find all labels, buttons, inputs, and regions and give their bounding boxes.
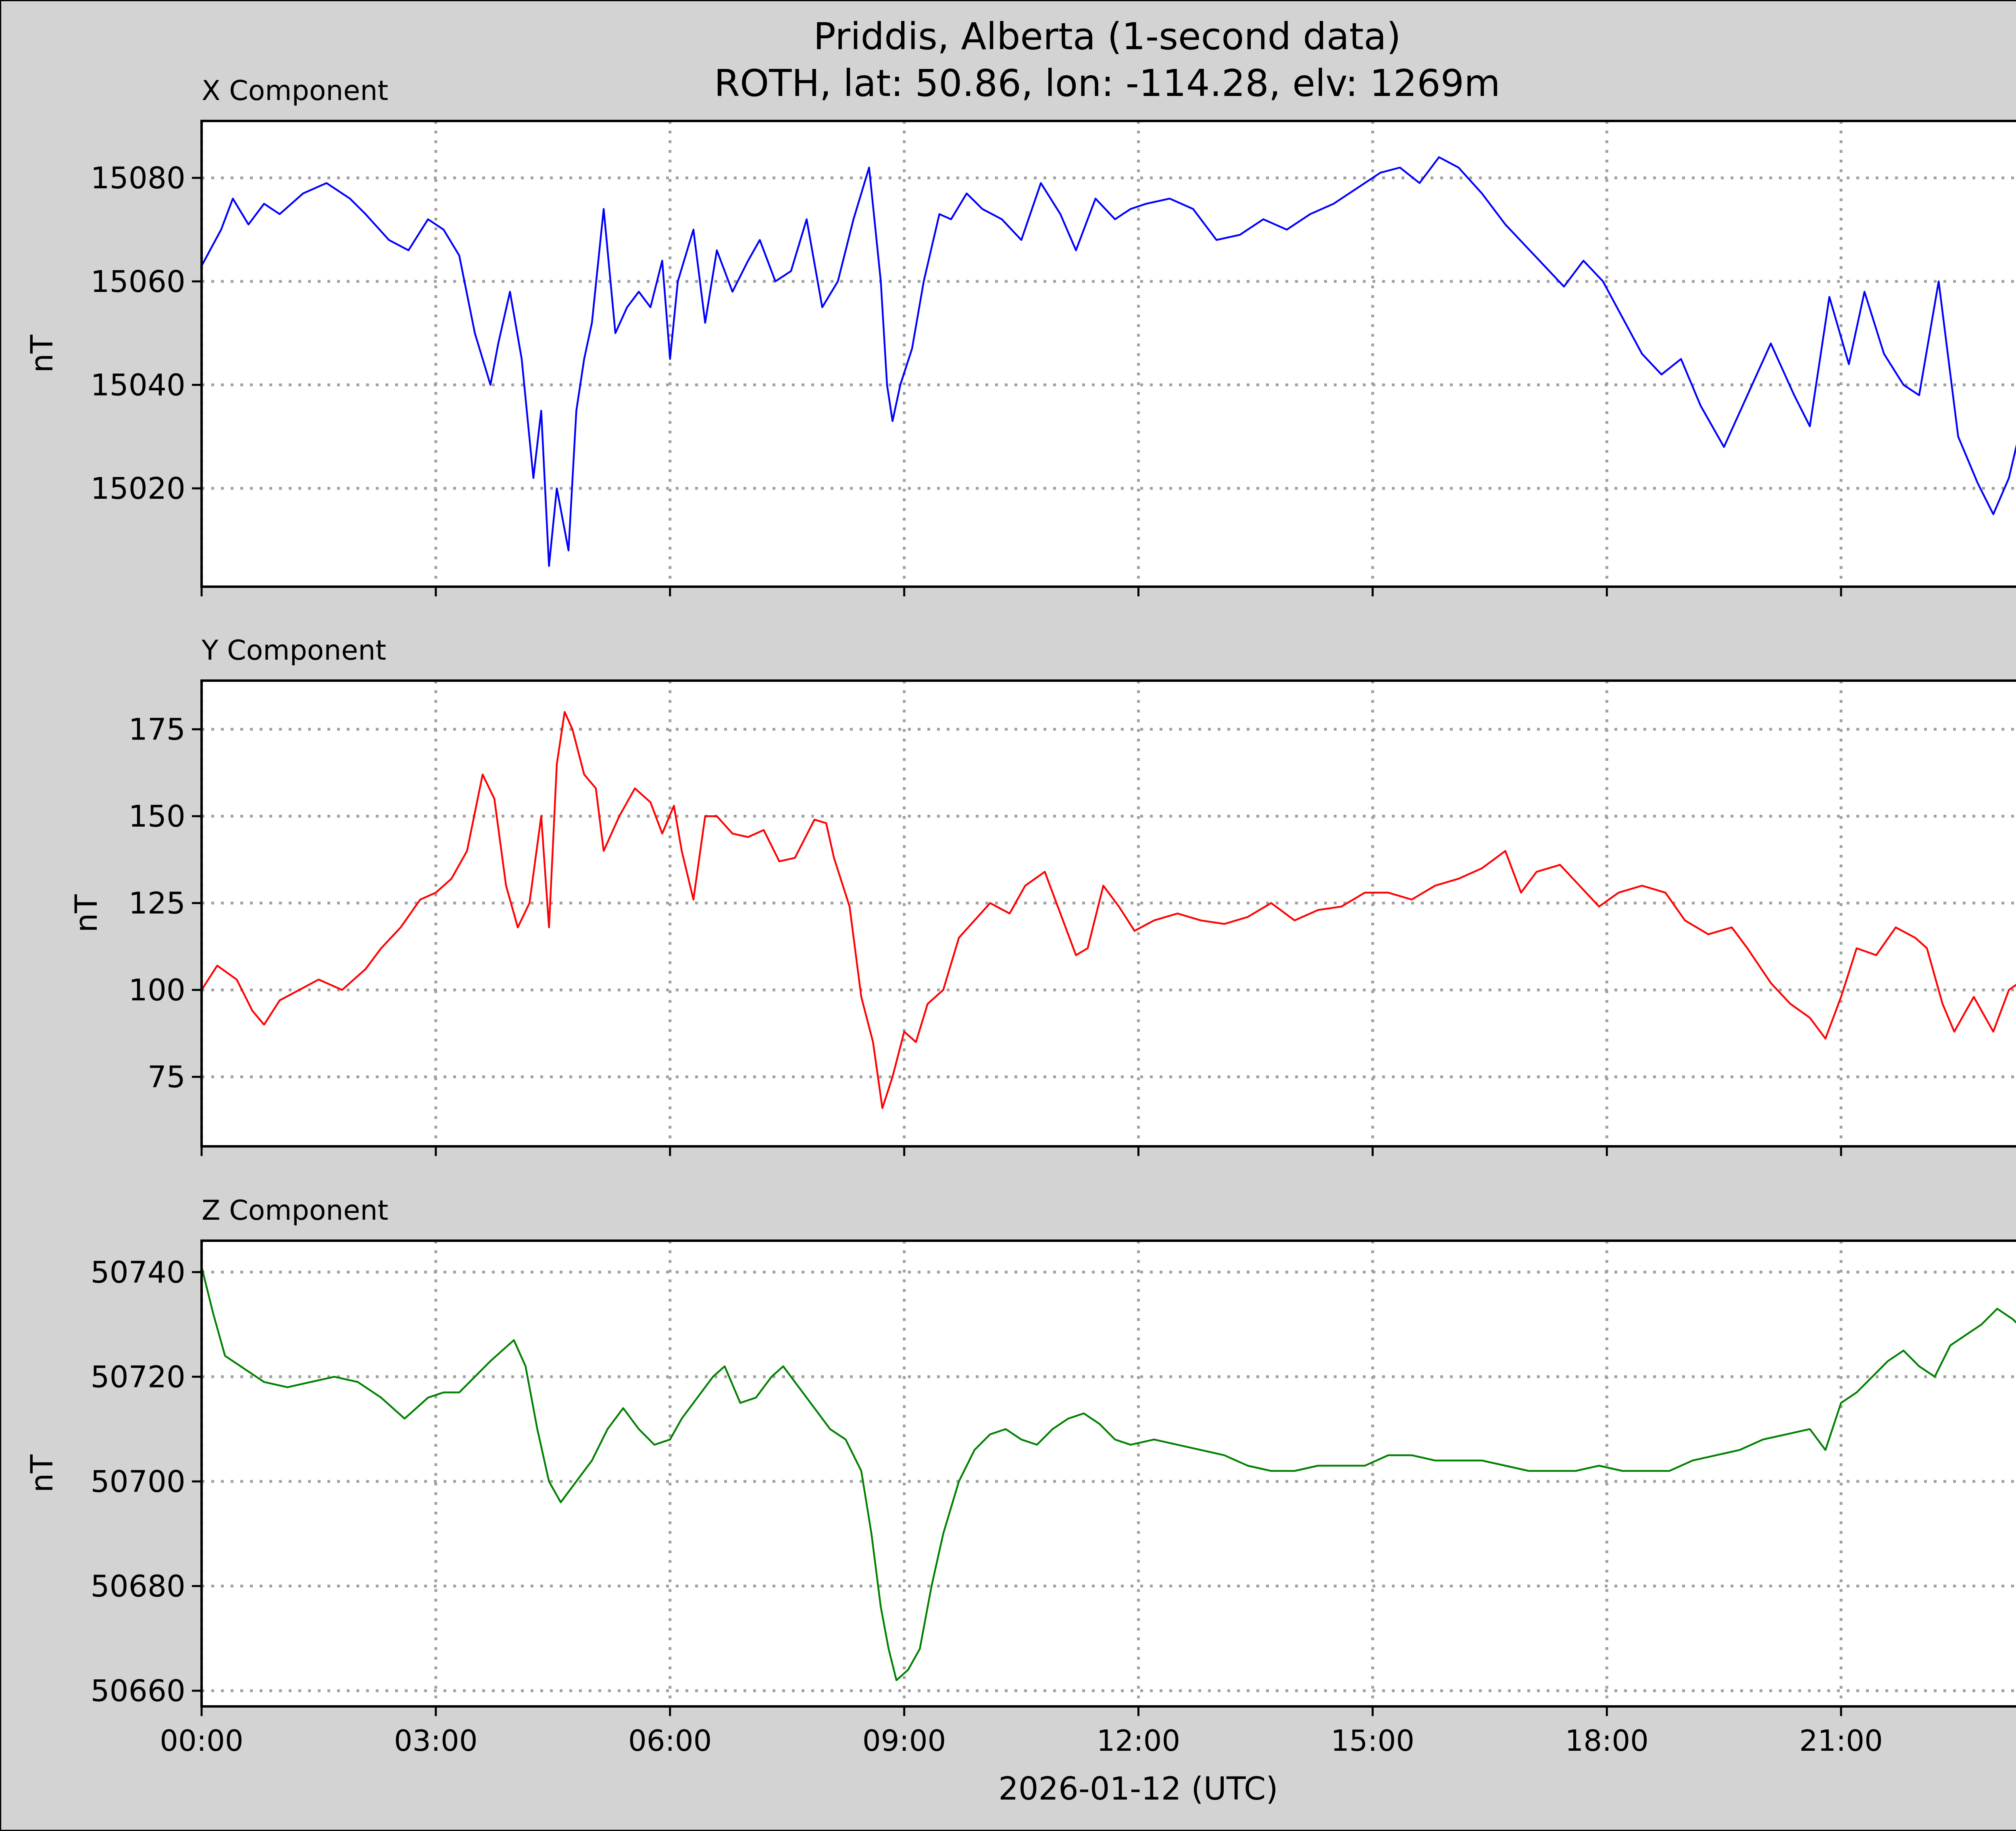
y-axis-label: nT [68,894,104,933]
y-tick-label: 150 [129,799,185,834]
x-axis-label: 2026-01-12 (UTC) [998,1771,1278,1807]
panel-z-component: 00:00 03:00 06:00 09:00 12:00 15:00 18:00 21:00… [24,1195,2016,1758]
plot-frame [200,120,2016,588]
series-line [201,711,2016,1109]
panel-x-component: 15020 15040 15060 15080 X Component nT [24,75,2016,596]
plot-frame [200,679,2016,1148]
figure-title-line2: ROTH, lat: 50.86, lon: -114.28, elv: 126… [714,62,1500,105]
y-axis-label: nT [24,1454,60,1493]
y-tick-label: 75 [148,1060,185,1095]
y-tick-label: 15060 [91,265,185,299]
y-tick-label: 50700 [91,1464,185,1499]
plot-area [202,681,2016,1146]
y-tick-label: 50720 [91,1360,185,1394]
x-tick-label: 21:00 [1799,1724,1883,1758]
panel-title: X Component [202,75,388,107]
x-tick-label: 18:00 [1565,1724,1649,1758]
x-tick-label: 03:00 [394,1724,478,1758]
y-tick-label: 15080 [91,161,185,196]
x-tick-label: 06:00 [628,1724,712,1758]
x-tick-label: 12:00 [1097,1724,1181,1758]
figure-title-line1: Priddis, Alberta (1-second data) [813,15,1401,58]
y-tick-label: 125 [129,886,185,921]
y-tick-label: 15040 [91,368,185,403]
y-tick-label: 50660 [91,1674,185,1708]
x-tick-label: 00:00 [160,1724,244,1758]
panel-title: Z Component [202,1195,388,1227]
y-tick-label: 50680 [91,1569,185,1604]
series-line [201,156,2016,567]
plot-area [202,121,2016,587]
x-tick-label: 09:00 [862,1724,946,1758]
plot-frame [200,1239,2016,1708]
y-tick-label: 100 [129,973,185,1008]
y-axis-label: nT [24,335,60,373]
plot-area [202,1241,2016,1706]
panel-title: Y Component [201,635,386,667]
y-tick-label: 15020 [91,471,185,506]
series-line [200,1266,2016,1681]
y-tick-label: 175 [129,712,185,747]
x-tick-label: 15:00 [1331,1724,1415,1758]
panel-y-component: 75 100 125 150 175 Y Component nT [68,635,2016,1156]
y-tick-label: 50740 [91,1255,185,1290]
